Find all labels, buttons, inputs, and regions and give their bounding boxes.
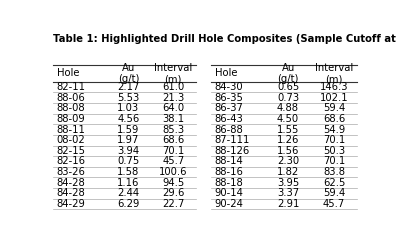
Text: 94.5: 94.5 bbox=[162, 178, 184, 188]
Text: 88-09: 88-09 bbox=[57, 114, 86, 124]
Text: 84-29: 84-29 bbox=[57, 199, 86, 209]
Text: 86-35: 86-35 bbox=[215, 93, 244, 103]
Text: Hole: Hole bbox=[57, 68, 79, 78]
Text: 0.73: 0.73 bbox=[277, 93, 299, 103]
Text: 45.7: 45.7 bbox=[162, 156, 184, 166]
Text: Interval
(m): Interval (m) bbox=[315, 63, 353, 84]
Text: 68.6: 68.6 bbox=[323, 114, 345, 124]
Text: 1.56: 1.56 bbox=[277, 146, 299, 156]
Text: 1.59: 1.59 bbox=[117, 125, 140, 135]
Text: 29.6: 29.6 bbox=[162, 188, 184, 198]
Text: 102.1: 102.1 bbox=[320, 93, 348, 103]
Text: Table 1: Highlighted Drill Hole Composites (Sample Cutoff at >0.25 g/t Au): Table 1: Highlighted Drill Hole Composit… bbox=[53, 34, 400, 44]
Text: 2.44: 2.44 bbox=[117, 188, 139, 198]
Text: 84-30: 84-30 bbox=[215, 82, 244, 92]
Text: 64.0: 64.0 bbox=[162, 103, 184, 113]
Text: 08-02: 08-02 bbox=[57, 135, 86, 145]
Text: 86-43: 86-43 bbox=[215, 114, 244, 124]
Text: 70.1: 70.1 bbox=[323, 156, 345, 166]
Text: 87-111: 87-111 bbox=[215, 135, 250, 145]
Text: 1.97: 1.97 bbox=[117, 135, 140, 145]
Text: 3.94: 3.94 bbox=[117, 146, 139, 156]
Text: 0.75: 0.75 bbox=[117, 156, 140, 166]
Text: 4.88: 4.88 bbox=[277, 103, 299, 113]
Text: 5.53: 5.53 bbox=[117, 93, 140, 103]
Text: 82-11: 82-11 bbox=[57, 82, 86, 92]
Text: 1.58: 1.58 bbox=[117, 167, 140, 177]
Text: Interval
(m): Interval (m) bbox=[154, 63, 192, 84]
Text: 88-14: 88-14 bbox=[215, 156, 244, 166]
Text: 84-28: 84-28 bbox=[57, 188, 86, 198]
Text: 68.6: 68.6 bbox=[162, 135, 184, 145]
Text: 90-24: 90-24 bbox=[215, 199, 244, 209]
Text: Au
(g/t): Au (g/t) bbox=[118, 63, 139, 84]
Text: 45.7: 45.7 bbox=[323, 199, 345, 209]
Text: 83.8: 83.8 bbox=[323, 167, 345, 177]
Text: 86-88: 86-88 bbox=[215, 125, 244, 135]
Text: 88-06: 88-06 bbox=[57, 93, 86, 103]
Text: 1.16: 1.16 bbox=[117, 178, 140, 188]
Text: 82-16: 82-16 bbox=[57, 156, 86, 166]
Text: 2.17: 2.17 bbox=[117, 82, 140, 92]
Text: 100.6: 100.6 bbox=[159, 167, 188, 177]
Text: 1.26: 1.26 bbox=[277, 135, 299, 145]
Text: 3.37: 3.37 bbox=[277, 188, 299, 198]
Text: 82-15: 82-15 bbox=[57, 146, 86, 156]
Text: 146.3: 146.3 bbox=[320, 82, 348, 92]
Text: 88-18: 88-18 bbox=[215, 178, 244, 188]
Text: 88-126: 88-126 bbox=[215, 146, 250, 156]
Text: 22.7: 22.7 bbox=[162, 199, 184, 209]
Text: 84-28: 84-28 bbox=[57, 178, 86, 188]
Text: 1.03: 1.03 bbox=[117, 103, 139, 113]
Text: 88-08: 88-08 bbox=[57, 103, 85, 113]
Text: 3.95: 3.95 bbox=[277, 178, 299, 188]
Text: 1.82: 1.82 bbox=[277, 167, 299, 177]
Text: 1.55: 1.55 bbox=[277, 125, 299, 135]
Text: 4.56: 4.56 bbox=[117, 114, 140, 124]
Text: 50.3: 50.3 bbox=[323, 146, 345, 156]
Text: 70.1: 70.1 bbox=[323, 135, 345, 145]
Text: 21.3: 21.3 bbox=[162, 93, 184, 103]
Text: 88-11: 88-11 bbox=[57, 125, 86, 135]
Text: 54.9: 54.9 bbox=[323, 125, 345, 135]
Text: 59.4: 59.4 bbox=[323, 188, 345, 198]
Text: 83-26: 83-26 bbox=[57, 167, 86, 177]
Text: 2.30: 2.30 bbox=[277, 156, 299, 166]
Text: 86-37: 86-37 bbox=[215, 103, 244, 113]
Text: 6.29: 6.29 bbox=[117, 199, 140, 209]
Text: 0.65: 0.65 bbox=[277, 82, 299, 92]
Text: 62.5: 62.5 bbox=[323, 178, 345, 188]
Text: 4.50: 4.50 bbox=[277, 114, 299, 124]
Text: 70.1: 70.1 bbox=[162, 146, 184, 156]
Text: 88-16: 88-16 bbox=[215, 167, 244, 177]
Text: 85.3: 85.3 bbox=[162, 125, 184, 135]
Text: 59.4: 59.4 bbox=[323, 103, 345, 113]
Text: Hole: Hole bbox=[215, 68, 237, 78]
Text: 90-14: 90-14 bbox=[215, 188, 244, 198]
Text: 61.0: 61.0 bbox=[162, 82, 184, 92]
Text: 2.91: 2.91 bbox=[277, 199, 299, 209]
Text: Au
(g/t): Au (g/t) bbox=[277, 63, 299, 84]
Text: 38.1: 38.1 bbox=[162, 114, 184, 124]
